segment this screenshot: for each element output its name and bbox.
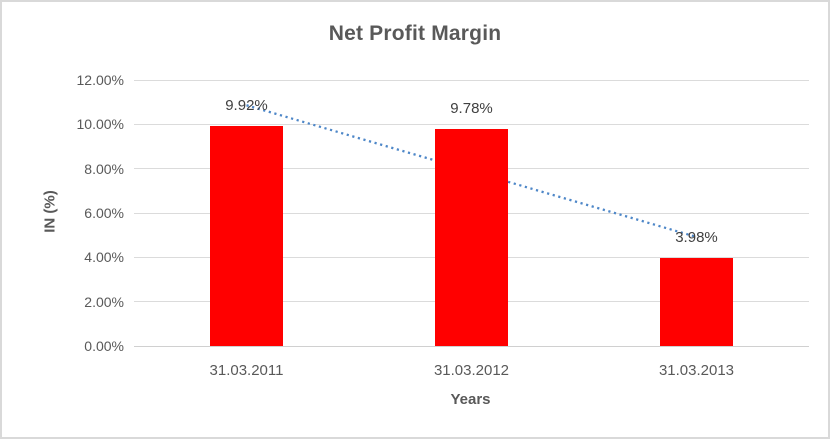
chart-title: Net Profit Margin — [328, 22, 502, 45]
gridline — [134, 79, 809, 81]
bar-31.03.2013 — [660, 257, 733, 346]
x-tick-label: 31.03.2011 — [209, 362, 284, 379]
data-label: 3.98% — [675, 228, 718, 246]
data-label: 9.78% — [450, 100, 493, 118]
y-tick-label: 10.00% — [76, 116, 124, 133]
y-tick-label: 4.00% — [84, 249, 124, 266]
data-label: 9.92% — [225, 97, 268, 115]
gridline — [134, 123, 809, 125]
x-axis-title: Years — [450, 391, 491, 408]
y-tick-label: 12.00% — [76, 72, 124, 88]
y-tick-label: 2.00% — [84, 293, 124, 310]
y-tick-label: 8.00% — [84, 160, 124, 177]
bar-31.03.2011 — [210, 126, 283, 346]
y-tick-label: 6.00% — [84, 205, 124, 221]
x-tick-label: 31.03.2013 — [658, 362, 735, 379]
x-tick-label: 31.03.2012 — [433, 362, 510, 379]
bar-31.03.2012 — [435, 129, 508, 346]
y-tick-label: 0.00% — [84, 338, 124, 354]
x-axis-line — [134, 345, 809, 347]
